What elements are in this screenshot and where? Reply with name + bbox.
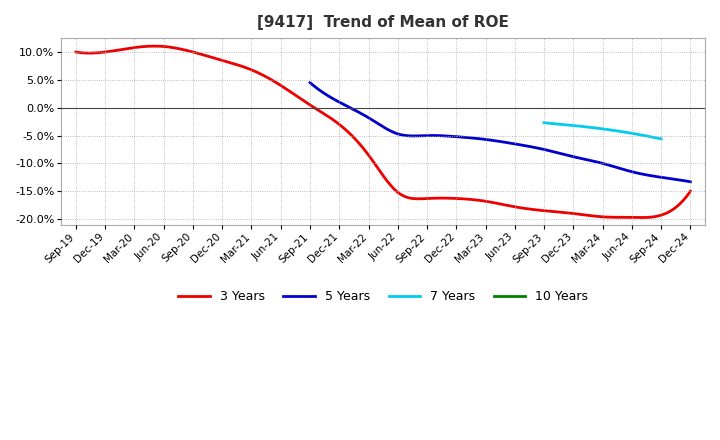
Legend: 3 Years, 5 Years, 7 Years, 10 Years: 3 Years, 5 Years, 7 Years, 10 Years	[174, 285, 593, 308]
Title: [9417]  Trend of Mean of ROE: [9417] Trend of Mean of ROE	[257, 15, 509, 30]
